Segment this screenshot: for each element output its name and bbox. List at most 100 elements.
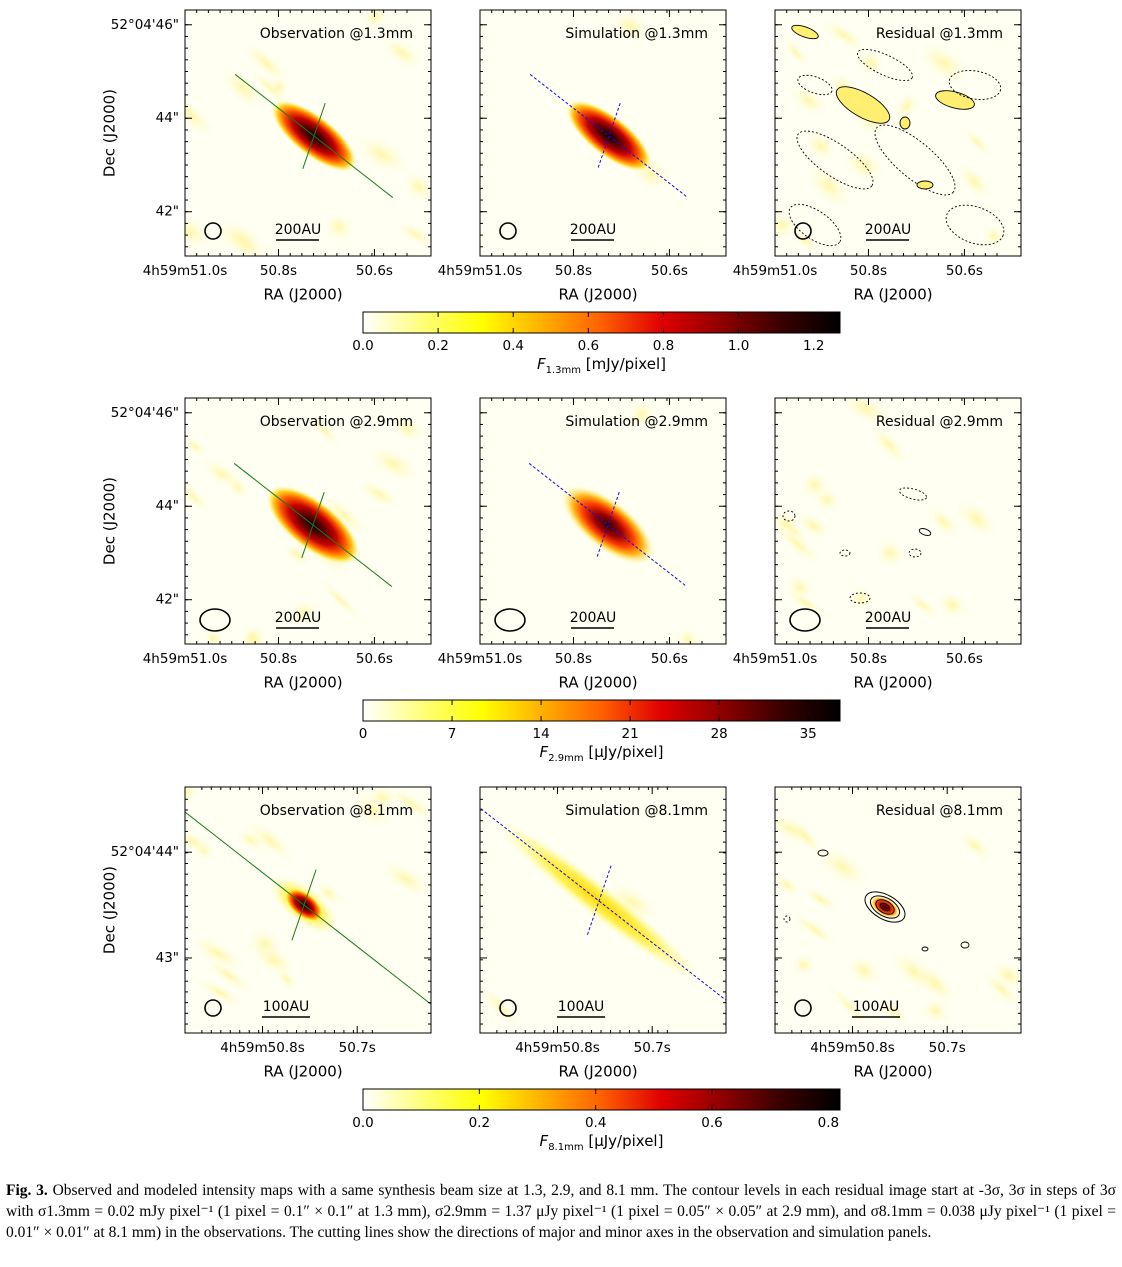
panel-title: Residual @1.3mm <box>876 26 1003 42</box>
panel-r2-c1: 200AU Observation @2.9mm 4h59m51.0s 50.8s 50… <box>101 397 432 692</box>
scale-bar-label: 200AU <box>570 222 617 238</box>
noise-blob <box>185 212 213 250</box>
noise-blob <box>792 953 816 977</box>
beam-ellipse <box>494 608 526 632</box>
beam-ellipse <box>499 222 517 240</box>
dec-tick-label: 52°04'46" <box>111 17 179 33</box>
noise-blob <box>785 816 824 856</box>
ticks <box>184 10 431 256</box>
ra-tick-label: 50.8s <box>850 263 887 279</box>
residual-contour <box>817 849 829 857</box>
ra-axis-title: RA (J2000) <box>264 286 343 304</box>
noise-blob <box>789 227 821 254</box>
ra-axis-title: RA (J2000) <box>264 674 343 692</box>
colorbar-label: F8.1mm [μJy/pixel] <box>540 1132 664 1153</box>
noise-blob <box>849 586 874 611</box>
ra-tick-label: 4h59m50.8s <box>810 1040 895 1056</box>
scale-bar-label: 200AU <box>275 610 322 626</box>
ra-tick-label: 4h59m51.0s <box>438 263 523 279</box>
noise-blob <box>627 399 657 430</box>
noise-blob <box>786 574 814 601</box>
dec-tick-label: 44" <box>156 498 179 514</box>
minor-axis-line <box>596 492 620 558</box>
noise-blob <box>877 999 910 1024</box>
noise-blob <box>268 76 290 98</box>
noise-blob <box>185 787 199 806</box>
noise-blob <box>237 828 265 852</box>
residual-contour <box>948 70 1002 100</box>
panel-title: Simulation @2.9mm <box>565 414 708 430</box>
noise-blob <box>804 130 837 162</box>
residual-contour <box>921 946 929 952</box>
noise-blob <box>605 881 659 923</box>
noise-blob <box>391 414 424 444</box>
noise-blob <box>245 820 296 862</box>
dec-tick-label: 42" <box>156 592 179 608</box>
colorbar-tick-label: 0.8 <box>653 338 674 354</box>
noise-blob <box>827 983 872 1030</box>
noise-blob <box>320 494 368 537</box>
ra-tick-label: 50.6s <box>356 263 393 279</box>
noise-blob <box>276 968 298 991</box>
scale-bar-label: 200AU <box>275 222 322 238</box>
ticks <box>479 398 726 644</box>
ra-axis-title: RA (J2000) <box>854 674 933 692</box>
panel-frame <box>774 9 1022 257</box>
residual-contour <box>835 86 891 124</box>
ra-axis-title: RA (J2000) <box>264 1063 343 1081</box>
colorbar-label-sub: 8.1mm <box>548 1142 583 1153</box>
colorbar-label: F2.9mm [μJy/pixel] <box>540 743 664 764</box>
noise-blob <box>201 458 243 490</box>
beam-ellipse <box>204 222 222 240</box>
noise-blob <box>242 41 291 85</box>
ticks <box>480 787 726 1033</box>
colorbar-tick-label: 28 <box>711 726 728 742</box>
colorbar-tick-label: 0.8 <box>818 1115 839 1131</box>
panel-r3-c2: 100AU Simulation @8.1mm 4h59m50.8s 50.7s RA … <box>479 786 727 1081</box>
beam-ellipse <box>199 608 231 632</box>
minor-axis-line <box>586 865 612 937</box>
noise-blob <box>352 792 393 828</box>
panel-r2-c2: 200AU Simulation @2.9mm 4h59m51.0s 50.8s 50.… <box>438 397 727 692</box>
beam-ellipse <box>204 999 222 1017</box>
ticks <box>774 398 1021 644</box>
dec-tick-label: 43" <box>156 950 179 966</box>
noise-blob <box>957 831 994 861</box>
panel-frame <box>479 397 727 645</box>
noise-blob <box>367 445 419 483</box>
scale-bar-label: 200AU <box>865 222 912 238</box>
colorbar-gradient <box>362 311 841 334</box>
noise-blob <box>956 163 992 201</box>
noise-blob <box>380 860 431 898</box>
ra-tick-label: 50.8s <box>555 263 592 279</box>
panel-frame <box>774 397 1022 645</box>
minor-axis-line <box>301 492 325 558</box>
ra-tick-label: 50.7s <box>339 1040 376 1056</box>
noise-blob <box>840 398 892 427</box>
colorbar-tick-label: 0.2 <box>427 338 448 354</box>
scale-bar-label: 100AU <box>263 999 310 1015</box>
caption-label: Fig. 3. <box>6 1182 48 1199</box>
noise-blob <box>308 412 341 448</box>
noise-blob <box>356 479 402 510</box>
noise-blob <box>185 480 212 514</box>
panel-title: Observation @2.9mm <box>260 414 413 430</box>
noise-blob <box>203 956 253 994</box>
panel-r1-c1: 200AU Observation @1.3mm 4h59m51.0s 50.8s 50… <box>101 9 432 304</box>
dec-tick-label: 52°04'44" <box>111 844 179 860</box>
ra-axis-title: RA (J2000) <box>559 286 638 304</box>
colorbar-label-sub: 2.9mm <box>548 753 583 764</box>
residual-contour <box>898 487 928 501</box>
noise-blob <box>319 579 361 620</box>
panel-title: Residual @2.9mm <box>876 414 1003 430</box>
colorbar-label-sub: 1.3mm <box>546 365 581 376</box>
noise-blob <box>982 971 1021 1008</box>
noise-blob <box>870 425 909 465</box>
colorbar-tick-label: 1.2 <box>803 338 824 354</box>
residual-contour <box>960 941 970 949</box>
colorbar-gradient <box>362 1088 841 1111</box>
noise-blob <box>847 954 881 987</box>
ra-axis-title: RA (J2000) <box>559 674 638 692</box>
noise-blob <box>843 147 886 184</box>
residual-contour <box>839 549 851 557</box>
